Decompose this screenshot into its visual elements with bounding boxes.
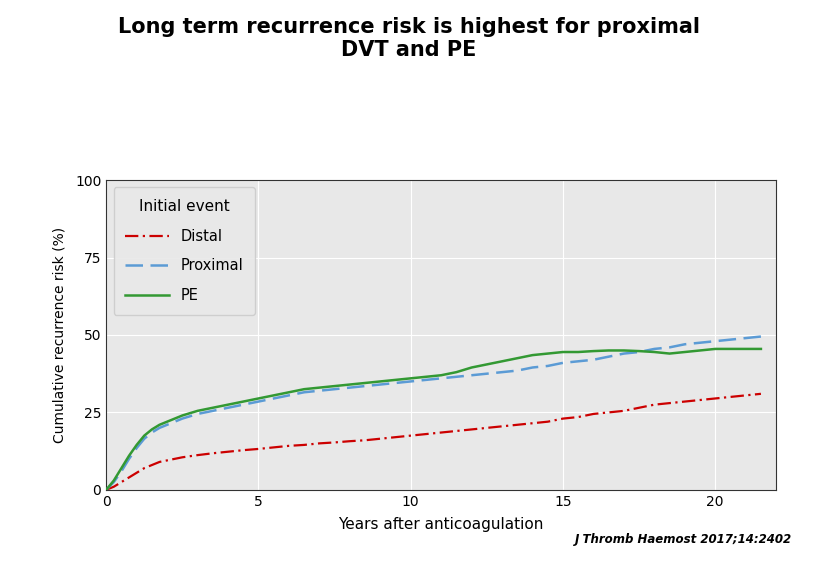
Text: J Thromb Haemost 2017;14:2402: J Thromb Haemost 2017;14:2402 [575,533,792,546]
Text: Long term recurrence risk is highest for proximal
DVT and PE: Long term recurrence risk is highest for… [118,17,699,60]
Legend: Distal, Proximal, PE: Distal, Proximal, PE [114,187,255,315]
Y-axis label: Cumulative recurrence risk (%): Cumulative recurrence risk (%) [52,227,67,443]
X-axis label: Years after anticoagulation: Years after anticoagulation [338,517,544,532]
